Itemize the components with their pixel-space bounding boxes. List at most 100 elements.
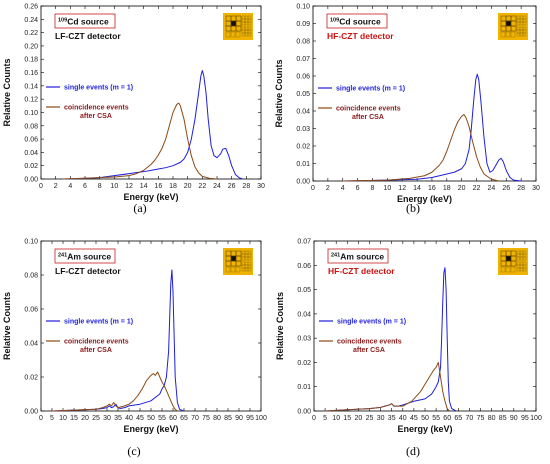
x-tick-label: 26 [502, 185, 510, 192]
legend-label-coincidence: coincidence events [64, 339, 129, 346]
x-tick-label: 30 [532, 185, 540, 192]
detector-label: HF-CZT detector [328, 266, 395, 276]
x-tick-label: 80 [213, 415, 221, 422]
x-tick-label: 100 [255, 415, 267, 422]
series-coincidence-events [325, 361, 450, 412]
x-tick-label: 95 [246, 415, 254, 422]
legend-label-coincidence-2: after CSA [80, 347, 112, 354]
detector-label: LF-CZT detector [55, 266, 121, 276]
y-tick-label: 0.03 [296, 126, 310, 133]
y-tick-label: 0.18 [24, 57, 38, 64]
y-axis-title: Relative Counts [275, 292, 285, 360]
y-tick-label: 0.08 [296, 39, 310, 46]
y-tick-label: 0.00 [24, 409, 38, 416]
y-tick-label: 0.01 [296, 161, 310, 168]
panel-label: (a) [133, 201, 146, 215]
legend-label-coincidence-2: after CSA [353, 347, 385, 354]
y-tick-label: 0.16 [24, 70, 38, 77]
y-tick-label: 0.26 [24, 4, 38, 11]
x-tick-label: 0 [312, 415, 316, 422]
x-tick-label: 0 [39, 183, 43, 190]
legend-label-single: single events (m = 1) [336, 86, 405, 93]
x-tick-label: 70 [466, 415, 474, 422]
x-tick-label: 10 [59, 415, 67, 422]
y-tick-label: 0.08 [24, 123, 38, 130]
x-tick-label: 10 [110, 183, 118, 190]
x-tick-label: 0 [311, 185, 315, 192]
y-tick-label: 0.05 [297, 287, 311, 294]
x-tick-label: 16 [154, 183, 162, 190]
series-single-events [342, 73, 522, 182]
x-tick-label: 25 [92, 415, 100, 422]
x-tick-label: 75 [202, 415, 210, 422]
x-tick-label: 2 [54, 183, 58, 190]
x-tick-label: 95 [521, 415, 529, 422]
x-tick-label: 30 [257, 183, 265, 190]
x-tick-label: 8 [98, 183, 102, 190]
x-tick-label: 0 [39, 415, 43, 422]
x-tick-label: 18 [443, 185, 451, 192]
x-tick-label: 75 [477, 415, 485, 422]
y-tick-label: 0.00 [297, 409, 311, 416]
y-tick-label: 0.24 [24, 17, 38, 24]
x-tick-label: 25 [366, 415, 374, 422]
x-tick-label: 5 [323, 415, 327, 422]
legend-label-coincidence: coincidence events [64, 105, 129, 112]
y-tick-label: 0.00 [296, 179, 310, 186]
y-tick-label: 0.04 [24, 341, 38, 348]
series-coincidence-events [62, 102, 218, 180]
x-tick-label: 10 [383, 185, 391, 192]
source-label: 109Cd source [58, 17, 109, 27]
source-box [327, 248, 389, 264]
y-tick-label: 0.20 [24, 43, 38, 50]
x-axis-title: Energy (keV) [123, 424, 178, 434]
y-tick-label: 0.09 [296, 21, 310, 28]
x-tick-label: 20 [355, 415, 363, 422]
x-tick-label: 4 [341, 185, 345, 192]
x-tick-label: 12 [125, 183, 133, 190]
y-axis-title: Relative Counts [2, 292, 12, 360]
series-coincidence-events [342, 114, 499, 182]
x-axis-title: Energy (keV) [397, 194, 452, 204]
y-tick-label: 0.10 [24, 239, 38, 246]
x-axis-title: Energy (keV) [397, 424, 452, 434]
y-axis-title: Relative Counts [274, 59, 284, 127]
x-tick-label: 60 [169, 415, 177, 422]
x-tick-label: 80 [488, 415, 496, 422]
y-tick-label: 0.02 [296, 144, 310, 151]
x-tick-label: 35 [388, 415, 396, 422]
source-label: 241Am source [58, 252, 111, 262]
x-tick-label: 100 [530, 415, 542, 422]
x-tick-label: 5 [50, 415, 54, 422]
x-tick-label: 16 [428, 185, 436, 192]
y-tick-label: 0.04 [297, 311, 311, 318]
x-tick-label: 20 [81, 415, 89, 422]
y-tick-label: 0.03 [297, 336, 311, 343]
y-tick-label: 0.06 [24, 137, 38, 144]
y-tick-label: 0.06 [296, 74, 310, 81]
x-tick-label: 10 [332, 415, 340, 422]
source-label: 109Cd source [330, 17, 381, 27]
y-tick-label: 0.02 [24, 375, 38, 382]
x-tick-label: 30 [103, 415, 111, 422]
chart-panel-3: 0 5 10 15 20 25 30 35 40 45 50 55 60 65 70 75 80 85 90 95 10… [2, 239, 267, 459]
x-tick-label: 8 [371, 185, 375, 192]
y-tick-label: 0.08 [24, 273, 38, 280]
series-coincidence-events [51, 371, 178, 412]
y-tick-label: 0.04 [296, 109, 310, 116]
x-tick-label: 24 [488, 185, 496, 192]
x-tick-label: 6 [83, 183, 87, 190]
source-box [54, 13, 116, 29]
x-tick-label: 4 [68, 183, 72, 190]
x-tick-label: 50 [421, 415, 429, 422]
x-tick-label: 60 [443, 415, 451, 422]
legend-label-coincidence-2: after CSA [80, 113, 112, 120]
y-tick-label: 0.00 [24, 177, 38, 184]
x-tick-label: 6 [356, 185, 360, 192]
x-tick-label: 22 [198, 183, 206, 190]
x-tick-label: 85 [499, 415, 507, 422]
x-tick-label: 14 [413, 185, 421, 192]
x-tick-label: 45 [410, 415, 418, 422]
y-tick-label: 0.07 [296, 56, 310, 63]
